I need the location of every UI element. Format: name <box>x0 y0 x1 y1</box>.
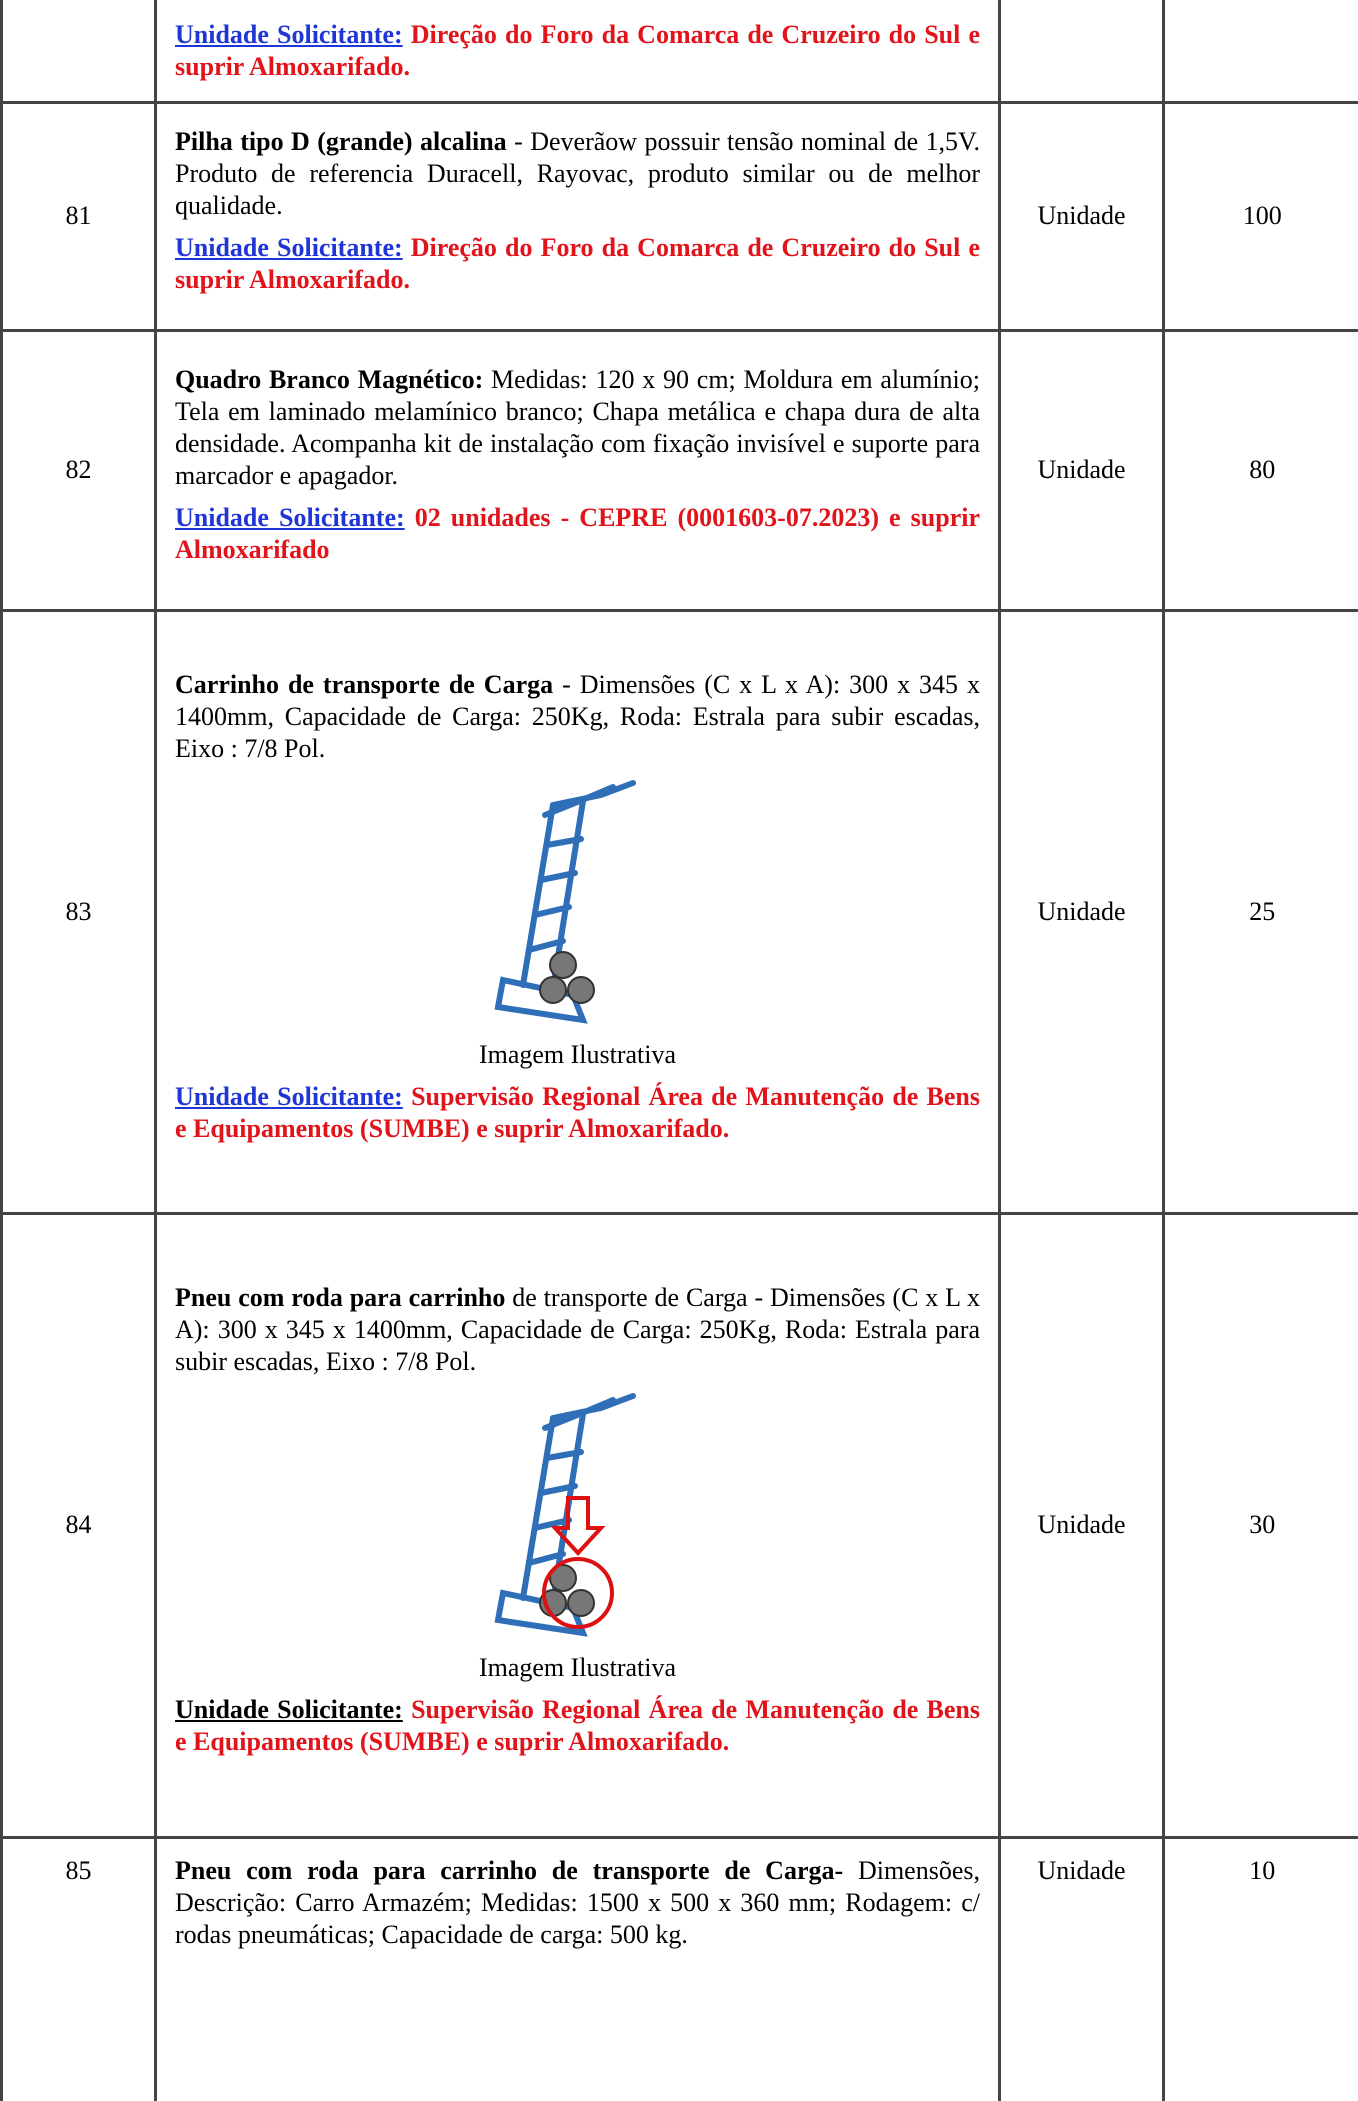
requester-text: 02 unidades - CEPRE (0001603-07.2023) e … <box>175 503 980 564</box>
item-cell: 81 <box>0 100 157 332</box>
requester-label: Unidade Solicitante: <box>175 1081 403 1111</box>
unit: Unidade <box>1037 455 1126 484</box>
unit: Unidade <box>1037 896 1126 926</box>
item-number: 84 <box>65 1510 92 1539</box>
table-row: 85 Pneu com roda para carrinho de transpo… <box>0 1835 1358 2101</box>
description-cell: Pilha tipo D (grande) alcalina - Deverão… <box>154 100 1001 332</box>
unit-cell <box>998 0 1165 104</box>
requester: Unidade Solicitante: Direção do Foro da … <box>175 232 980 296</box>
description: Pneu com roda para carrinho de transport… <box>175 1282 980 1378</box>
unit: Unidade <box>1037 1855 1126 1885</box>
item-text: - Dimensões (C x L x A): 300 x 345 x 140… <box>175 669 980 763</box>
description-cell: Pneu com roda para carrinho de transport… <box>154 1835 1001 2101</box>
unit-cell: Unidade <box>998 1835 1165 2101</box>
unit-cell: Unidade <box>998 1211 1165 1839</box>
description-cell: Pneu com roda para carrinho de transport… <box>154 1211 1001 1839</box>
figure <box>175 775 980 1033</box>
item-cell: 84 <box>0 1211 157 1839</box>
item-title: Pilha tipo D (grande) alcalina <box>175 127 507 156</box>
requester: Unidade Solicitante: Supervisão Regional… <box>175 1694 980 1758</box>
quantity-cell: 25 <box>1162 608 1358 1215</box>
item-cell: 82 <box>0 328 157 612</box>
item-number: 81 <box>65 201 92 230</box>
requester: Unidade Solicitante: Direção do Foro da … <box>175 19 980 83</box>
table-row: 83 Carrinho de transporte de Carga - Dime… <box>0 608 1358 1215</box>
table-row: Unidade Solicitante: Direção do Foro da … <box>0 0 1358 104</box>
item-title: Quadro Branco Magnético: <box>175 365 484 394</box>
item-title: Pneu com roda para carrinho de transport… <box>175 1855 844 1885</box>
item-cell: 83 <box>0 608 157 1215</box>
table-row: 84 Pneu com roda para carrinho de transpo… <box>0 1211 1358 1839</box>
quantity: 80 <box>1249 455 1276 484</box>
quantity: 30 <box>1249 1510 1276 1539</box>
description: Carrinho de transporte de Carga - Dimens… <box>175 669 980 765</box>
requester: Unidade Solicitante: Supervisão Regional… <box>175 1081 980 1145</box>
requester-label: Unidade Solicitante: <box>175 1695 403 1724</box>
quantity: 25 <box>1249 896 1276 926</box>
unit-cell: Unidade <box>998 328 1165 612</box>
requester-label: Unidade Solicitante: <box>175 233 403 262</box>
description: Pilha tipo D (grande) alcalina - Deverão… <box>175 126 980 222</box>
requester-text: Supervisão Regional Área de Manutenção d… <box>175 1695 981 1756</box>
description-cell: Quadro Branco Magnético: Medidas: 120 x … <box>154 328 1001 612</box>
quantity: 100 <box>1242 201 1282 230</box>
item-cell: 85 <box>0 1835 157 2101</box>
quantity-cell <box>1162 0 1358 104</box>
requester-text: Supervisão Regional Área de Manutenção d… <box>175 1081 981 1143</box>
table-row: 81 Pilha tipo D (grande) alcalina - Dever… <box>0 100 1358 332</box>
unit-cell: Unidade <box>998 100 1165 332</box>
description: Pneu com roda para carrinho de transport… <box>175 1855 980 1951</box>
quantity-cell: 80 <box>1162 328 1358 612</box>
item-number: 82 <box>65 455 92 484</box>
quantity: 10 <box>1249 1855 1276 1885</box>
image-caption: Imagem Ilustrativa <box>478 1039 677 1069</box>
description: Quadro Branco Magnético: Medidas: 120 x … <box>175 364 980 492</box>
table-row: 82 Quadro Branco Magnético: Medidas: 120 … <box>0 328 1358 612</box>
trolley-image <box>493 779 636 1024</box>
unit: Unidade <box>1037 1510 1126 1539</box>
figure <box>175 1388 980 1646</box>
item-title: Carrinho de transporte de Carga <box>175 669 554 699</box>
description-cell: Unidade Solicitante: Direção do Foro da … <box>154 0 1001 104</box>
requester-text: Direção do Foro da Comarca de Cruzeiro d… <box>175 233 980 294</box>
quantity-cell: 30 <box>1162 1211 1358 1839</box>
item-text: - Deverãow possuir tensão nominal de 1,5… <box>175 127 980 220</box>
image-caption: Imagem Ilustrativa <box>478 1653 677 1682</box>
quantity-cell: 100 <box>1162 100 1358 332</box>
item-text: de transporte de Carga - Dimensões (C x … <box>175 1283 980 1376</box>
item-number: 83 <box>65 896 92 926</box>
requester-label: Unidade Solicitante: <box>175 503 405 532</box>
unit: Unidade <box>1037 201 1126 230</box>
item-cell <box>0 0 157 104</box>
unit-cell: Unidade <box>998 608 1165 1215</box>
requester: Unidade Solicitante: 02 unidades - CEPRE… <box>175 502 980 566</box>
item-text: Medidas: 120 x 90 cm; Moldura em alumíni… <box>175 365 980 490</box>
trolley-image <box>493 1393 636 1637</box>
quantity-cell: 10 <box>1162 1835 1358 2101</box>
requester-text: Direção do Foro da Comarca de Cruzeiro d… <box>175 19 980 81</box>
item-title: Pneu com roda para carrinho <box>175 1283 506 1312</box>
item-number: 85 <box>65 1855 92 1885</box>
item-text: Dimensões, Descrição: Carro Armazém; Med… <box>175 1855 980 1949</box>
description-cell: Carrinho de transporte de Carga - Dimens… <box>154 608 1001 1215</box>
requester-label: Unidade Solicitante: <box>175 19 403 49</box>
